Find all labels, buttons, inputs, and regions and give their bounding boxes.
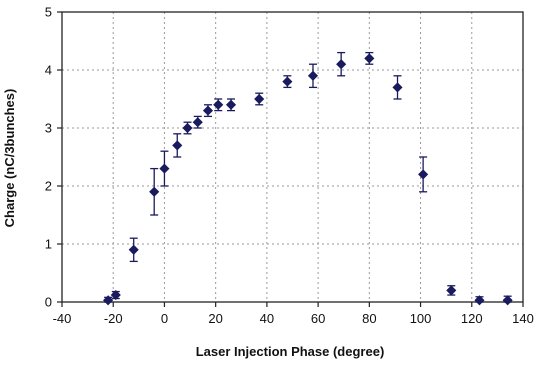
x-axis-label: Laser Injection Phase (degree)	[196, 344, 385, 359]
data-point	[149, 186, 160, 197]
x-tick-label: 20	[208, 311, 222, 326]
y-tick-label: 1	[45, 237, 52, 252]
x-tick-label: 100	[410, 311, 432, 326]
y-tick-label: 0	[45, 295, 52, 310]
data-point	[128, 244, 139, 255]
x-tick-label: 120	[461, 311, 483, 326]
x-tick-label: 80	[362, 311, 376, 326]
grid-lines	[62, 12, 523, 302]
x-tick-label: 140	[512, 311, 534, 326]
plot-frame	[61, 11, 524, 303]
data-point	[182, 122, 193, 134]
data-point	[364, 53, 375, 64]
y-tick-label: 4	[45, 63, 52, 78]
axes	[57, 11, 524, 307]
data-point	[307, 70, 319, 81]
error-bars	[104, 51, 512, 303]
y-axis-label: Charge (nC/3bunches)	[2, 89, 17, 228]
x-tick-labels: -40 -20 0 20 40 60 80 100 120 140	[53, 311, 534, 326]
y-tick-labels: 0 1 2 3 4 5	[45, 5, 52, 310]
y-tick-label: 5	[45, 5, 52, 20]
x-tick-label: 0	[161, 311, 168, 326]
y-tick-label: 2	[45, 179, 52, 194]
data-point	[202, 105, 214, 116]
data-point	[213, 99, 224, 110]
data-point	[225, 99, 237, 110]
data-point	[110, 289, 121, 301]
data-point	[282, 76, 293, 87]
x-tick-label: 40	[260, 311, 274, 326]
x-tick-label: -40	[53, 311, 72, 326]
data-point	[159, 163, 170, 174]
data-points	[103, 53, 513, 306]
y-tick-label: 3	[45, 121, 52, 136]
data-point	[502, 295, 513, 306]
data-point	[254, 93, 265, 105]
data-point	[418, 169, 429, 180]
data-point	[474, 295, 485, 306]
data-point	[446, 285, 457, 296]
data-point	[103, 295, 114, 306]
data-point	[192, 117, 203, 128]
x-tick-label: 60	[311, 311, 325, 326]
data-point	[392, 82, 403, 93]
data-point	[172, 140, 183, 151]
x-tick-label: -20	[104, 311, 123, 326]
data-point	[336, 59, 347, 70]
